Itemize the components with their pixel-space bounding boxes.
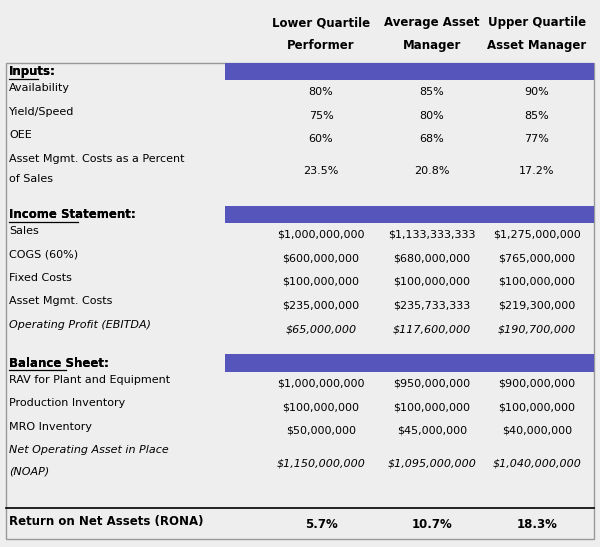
Text: Return on Net Assets (RONA): Return on Net Assets (RONA)	[9, 515, 203, 528]
Text: 80%: 80%	[419, 110, 445, 121]
Text: Sales: Sales	[9, 226, 39, 236]
Text: $100,000,000: $100,000,000	[394, 277, 470, 287]
Bar	[225, 63, 594, 80]
Text: OEE: OEE	[9, 130, 32, 140]
Text: 23.5%: 23.5%	[304, 166, 338, 177]
Text: $65,000,000: $65,000,000	[286, 324, 356, 334]
Text: Yield/Speed: Yield/Speed	[9, 107, 74, 117]
Text: MRO Inventory: MRO Inventory	[9, 422, 92, 432]
Text: $900,000,000: $900,000,000	[499, 379, 575, 389]
Text: $1,040,000,000: $1,040,000,000	[493, 458, 581, 468]
Text: $1,000,000,000: $1,000,000,000	[277, 379, 365, 389]
Text: Fixed Costs: Fixed Costs	[9, 273, 72, 283]
Text: Asset Mgmt. Costs: Asset Mgmt. Costs	[9, 296, 112, 306]
Text: 90%: 90%	[524, 87, 550, 97]
Text: of Sales: of Sales	[9, 174, 53, 184]
Text: (NOAP): (NOAP)	[9, 466, 49, 476]
Text: COGS (60%): COGS (60%)	[9, 249, 78, 259]
Text: $40,000,000: $40,000,000	[502, 426, 572, 436]
Text: $235,733,333: $235,733,333	[394, 300, 470, 311]
Text: $100,000,000: $100,000,000	[283, 402, 359, 412]
Text: Asset Manager: Asset Manager	[487, 39, 587, 53]
Text: Average Asset: Average Asset	[384, 16, 480, 30]
Text: Upper Quartile: Upper Quartile	[488, 16, 586, 30]
Text: $1,133,333,333: $1,133,333,333	[388, 230, 476, 240]
Text: $1,275,000,000: $1,275,000,000	[493, 230, 581, 240]
Text: Income Statement:: Income Statement:	[9, 208, 136, 221]
Text: 18.3%: 18.3%	[517, 518, 557, 531]
Text: 77%: 77%	[524, 134, 550, 144]
Text: Manager: Manager	[403, 39, 461, 53]
Text: $100,000,000: $100,000,000	[394, 402, 470, 412]
Text: Availability: Availability	[9, 83, 70, 93]
Text: $190,700,000: $190,700,000	[498, 324, 576, 334]
Text: 68%: 68%	[419, 134, 445, 144]
Text: $765,000,000: $765,000,000	[499, 253, 575, 264]
Text: Net Operating Asset in Place: Net Operating Asset in Place	[9, 445, 169, 455]
Text: 20.8%: 20.8%	[414, 166, 450, 177]
Text: 60%: 60%	[308, 134, 334, 144]
Text: $235,000,000: $235,000,000	[283, 300, 359, 311]
Text: Asset Mgmt. Costs as a Percent: Asset Mgmt. Costs as a Percent	[9, 154, 185, 164]
Text: Income Statement:: Income Statement:	[9, 208, 136, 221]
Text: $600,000,000: $600,000,000	[283, 253, 359, 264]
Text: 5.7%: 5.7%	[305, 518, 337, 531]
Bar	[225, 206, 594, 223]
Text: $50,000,000: $50,000,000	[286, 426, 356, 436]
Text: 80%: 80%	[308, 87, 334, 97]
Text: $1,150,000,000: $1,150,000,000	[277, 458, 365, 468]
Text: 85%: 85%	[419, 87, 445, 97]
Text: 10.7%: 10.7%	[412, 518, 452, 531]
Text: $1,095,000,000: $1,095,000,000	[388, 458, 476, 468]
Text: Lower Quartile: Lower Quartile	[272, 16, 370, 30]
Text: $1,000,000,000: $1,000,000,000	[277, 230, 365, 240]
Text: $100,000,000: $100,000,000	[499, 277, 575, 287]
Text: Performer: Performer	[287, 39, 355, 53]
Text: 85%: 85%	[524, 110, 550, 121]
Text: Inputs:: Inputs:	[9, 65, 56, 78]
Text: RAV for Plant and Equipment: RAV for Plant and Equipment	[9, 375, 170, 385]
Text: $100,000,000: $100,000,000	[499, 402, 575, 412]
Text: Balance Sheet:: Balance Sheet:	[9, 357, 109, 370]
Text: $219,300,000: $219,300,000	[499, 300, 575, 311]
Bar	[6, 63, 594, 539]
Text: Balance Sheet:: Balance Sheet:	[9, 357, 109, 370]
Text: $100,000,000: $100,000,000	[283, 277, 359, 287]
Text: 75%: 75%	[308, 110, 334, 121]
Text: Production Inventory: Production Inventory	[9, 398, 125, 408]
Text: Operating Profit (EBITDA): Operating Profit (EBITDA)	[9, 320, 151, 330]
Bar	[225, 354, 594, 372]
Text: $45,000,000: $45,000,000	[397, 426, 467, 436]
Text: $680,000,000: $680,000,000	[394, 253, 470, 264]
Text: 17.2%: 17.2%	[519, 166, 555, 177]
Text: Inputs:: Inputs:	[9, 65, 56, 78]
Text: $950,000,000: $950,000,000	[394, 379, 470, 389]
Text: $117,600,000: $117,600,000	[393, 324, 471, 334]
